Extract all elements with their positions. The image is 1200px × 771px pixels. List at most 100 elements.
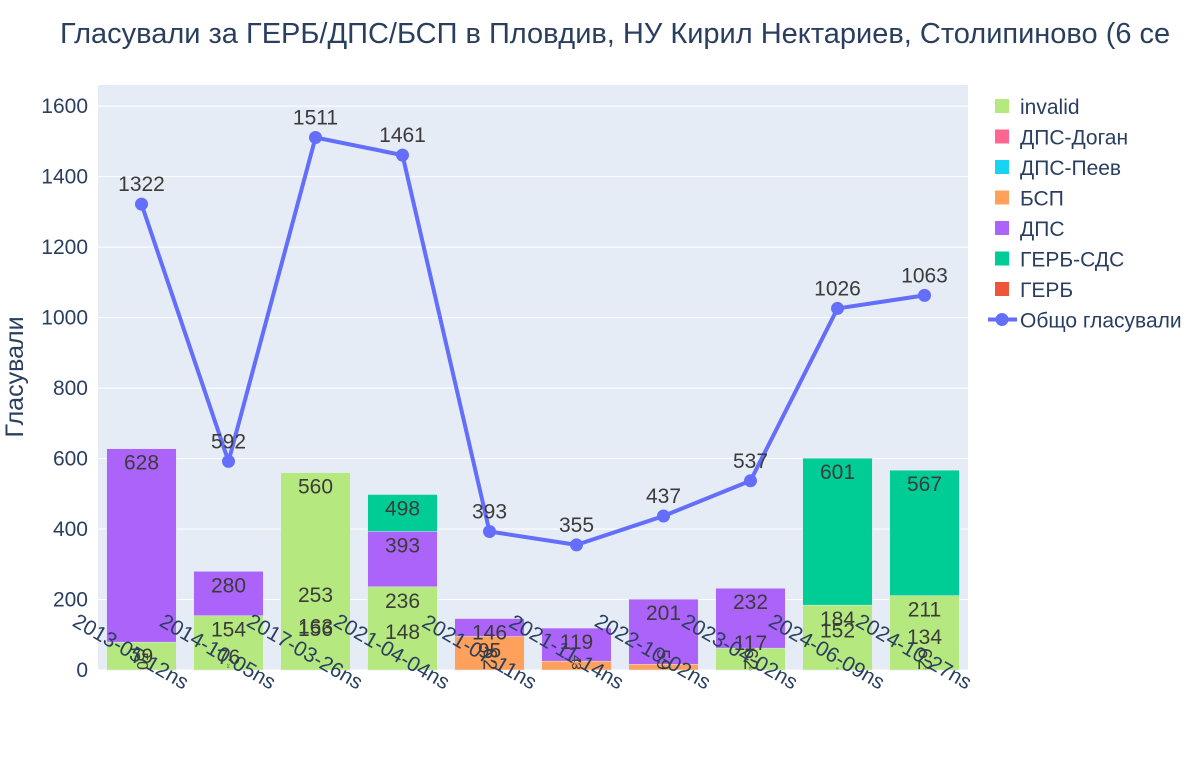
data-label: 9: [835, 667, 840, 670]
data-label: 10: [748, 666, 753, 671]
legend-swatch: [995, 221, 1009, 235]
data-label: 59: [653, 649, 674, 670]
total-label: 437: [646, 485, 681, 508]
legend-label: ГЕРБ: [1020, 279, 1073, 302]
data-label: 253: [298, 584, 333, 607]
legend-label: ДПС-Пеев: [1020, 157, 1121, 180]
total-point: [744, 474, 757, 488]
data-label: 184: [820, 608, 855, 631]
legend-swatch: [995, 160, 1009, 174]
legend-label: ГЕРБ-СДС: [1020, 249, 1124, 272]
data-label: 393: [385, 535, 420, 558]
y-axis-ticks: 0 200 400 600 800 1000 1200 1400 1600: [41, 95, 88, 682]
total-point: [918, 288, 931, 302]
data-label: 117: [734, 632, 767, 655]
legend-item[interactable]: invalid: [995, 96, 1080, 119]
data-label: 146: [472, 622, 507, 645]
data-label: 201: [646, 602, 681, 625]
total-point: [570, 538, 583, 552]
data-label: 628: [124, 452, 159, 475]
legend-item[interactable]: БСП: [995, 188, 1064, 211]
bar-segment: [454, 636, 525, 671]
chart-title: Гласували за ГЕРБ/ДПС/БСП в Пловдив, НУ …: [60, 18, 1170, 50]
y-tick-label: 400: [53, 518, 88, 541]
data-label: 62: [479, 648, 501, 670]
data-label: 236: [385, 590, 420, 613]
y-tick-label: 800: [53, 377, 88, 400]
y-tick-label: 0: [76, 659, 88, 682]
data-label: 156: [298, 618, 333, 641]
data-label: 7: [922, 668, 927, 671]
total-line-path: [139, 135, 925, 547]
total-label: 355: [559, 514, 594, 537]
data-label: 43: [569, 655, 584, 670]
data-label: 232: [733, 591, 768, 614]
data-label: 560: [298, 476, 333, 499]
total-point: [657, 509, 670, 523]
data-label: 148: [385, 621, 420, 644]
bar-segment: [106, 448, 177, 671]
data-label: 25: [574, 663, 579, 668]
total-point: [831, 301, 844, 315]
legend-item[interactable]: Общо гласували: [988, 310, 1182, 333]
total-point: [396, 148, 409, 162]
legend-swatch: [995, 129, 1009, 144]
legend[interactable]: invalid ДПС-Доган ДПС-Пеев БСП ДПС ГЕРБ-СДС ГЕ…: [988, 96, 1182, 333]
bar-segment: [802, 604, 873, 671]
data-label: 211: [908, 599, 941, 622]
legend-label: invalid: [1020, 96, 1080, 119]
legend-item[interactable]: ДПС-Пеев: [995, 157, 1121, 180]
bar-segment: [889, 595, 960, 671]
data-label: 601: [820, 461, 855, 484]
legend-swatch: [995, 190, 1009, 205]
bars: [106, 448, 960, 671]
total-label: 592: [211, 430, 246, 453]
total-point: [135, 197, 148, 211]
total-point: [309, 131, 322, 145]
bar-segment: [367, 586, 438, 671]
legend-item[interactable]: ДПС: [995, 218, 1064, 241]
data-label: 280: [211, 574, 246, 597]
bar-segment: [541, 660, 612, 671]
legend-item[interactable]: ГЕРБ: [995, 279, 1073, 302]
data-label: 79: [130, 645, 153, 668]
total-label: 1026: [814, 277, 861, 300]
y-tick-label: 600: [53, 448, 88, 471]
bar-segment: [193, 615, 264, 671]
legend-label: ДПС: [1020, 218, 1064, 241]
total-label: 537: [733, 450, 768, 473]
legend-item[interactable]: ГЕРБ-СДС: [995, 249, 1124, 272]
data-label: 134: [907, 626, 942, 649]
data-label: 62: [740, 648, 762, 670]
total-label: 1461: [379, 124, 426, 147]
data-label: 16: [661, 665, 666, 670]
legend-item[interactable]: ДПС-Доган: [995, 127, 1128, 150]
legend-label: БСП: [1020, 188, 1064, 211]
legend-swatch: [995, 282, 1009, 296]
total-point: [222, 454, 235, 468]
data-label: 154: [211, 619, 246, 642]
legend-marker: [995, 313, 1009, 326]
data-label: 163: [298, 616, 333, 639]
total-label: 393: [472, 501, 507, 524]
data-label: 498: [385, 498, 420, 521]
legend-swatch: [995, 99, 1009, 113]
bar-segment: [628, 664, 699, 671]
legend-swatch: [995, 251, 1009, 266]
legend-label: ДПС-Доган: [1020, 127, 1128, 150]
y-tick-label: 1000: [41, 307, 88, 330]
y-axis-label: Гласували: [1, 316, 29, 437]
bar-segment: [715, 647, 786, 671]
y-tick-label: 1400: [41, 166, 88, 189]
bar-segment: [280, 472, 351, 671]
bar-segment: [106, 641, 177, 671]
y-tick-label: 200: [53, 589, 88, 612]
data-label: 567: [907, 473, 942, 496]
legend-label: Общо гласували: [1020, 310, 1182, 333]
total-label: 1511: [293, 107, 338, 130]
y-tick-label: 1200: [41, 236, 88, 259]
data-label: 152: [820, 619, 855, 642]
data-label: 50: [133, 653, 150, 671]
